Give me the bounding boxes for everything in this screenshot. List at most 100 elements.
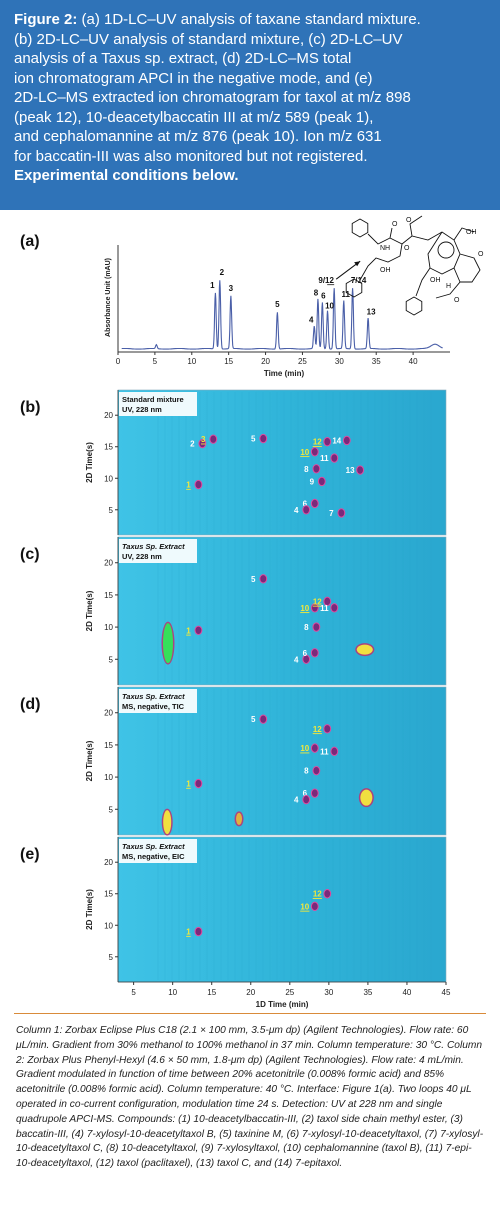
caption-line-4: ion chromatogram APCI in the negative mo…	[14, 69, 373, 87]
x-tick-label-a: 35	[372, 357, 381, 366]
y-tick-label: 10	[104, 773, 113, 782]
benzene-ring	[351, 218, 369, 238]
figure-label: Figure 2:	[14, 11, 78, 28]
x-tick-label-a: 10	[187, 357, 196, 366]
panel-label: (b)	[20, 399, 40, 416]
spot-label: 1	[186, 780, 191, 789]
y-tick-label: 15	[104, 443, 113, 452]
y-axis-label: 2D Time(s)	[85, 740, 94, 781]
spot-label: 2	[190, 440, 195, 449]
spot-marker	[310, 788, 319, 798]
spot-label: 11	[320, 747, 329, 756]
peak-label-a: 10	[325, 302, 334, 311]
caption-line-7: and cephalomannine at m/z 876 (peak 10).…	[14, 128, 382, 145]
structure-atom-label: O	[404, 245, 410, 252]
y-tick-label: 5	[109, 805, 114, 814]
x-tick-label: 10	[168, 988, 177, 997]
panel-label: (e)	[20, 846, 40, 863]
inset-title-line-1: Taxus Sp. Extract	[122, 842, 185, 851]
spot-marker	[302, 505, 311, 515]
heatmap-hotspot-core	[162, 623, 173, 664]
x-tick-label-a: 15	[224, 357, 233, 366]
peak-label-a: 3	[229, 284, 234, 293]
structure-arrow-head	[354, 261, 361, 267]
spot-label: 12	[313, 438, 322, 447]
ring-core	[437, 241, 455, 259]
spot-label: 8	[304, 623, 309, 632]
x-tick-label: 15	[207, 988, 216, 997]
peak-label-a: 5	[275, 300, 280, 309]
y-tick-label: 20	[104, 709, 113, 718]
y-tick-label: 5	[109, 655, 114, 664]
peak-label-a: 7/14	[351, 276, 367, 285]
caption-line-6: (peak 12), 10-deacetylbaccatin III at m/…	[14, 108, 374, 126]
y-tick-label: 15	[104, 741, 113, 750]
structure-atom-label: NH	[380, 245, 390, 252]
spot-marker	[330, 453, 339, 463]
structure-atom-label: OH	[380, 267, 391, 274]
spot-label: 12	[313, 890, 322, 899]
y-tick-label: 10	[104, 623, 113, 632]
y-tick-label: 15	[104, 591, 113, 600]
spot-marker	[312, 622, 321, 632]
spot-marker	[259, 433, 268, 444]
spot-marker	[259, 574, 268, 584]
spot-marker	[194, 778, 203, 789]
inset-title-line-2: UV, 228 nm	[122, 552, 162, 561]
structure-atom-label: OH	[430, 277, 441, 284]
spot-label: 1	[186, 626, 191, 635]
x-tick-label: 20	[246, 988, 255, 997]
spot-marker	[317, 476, 326, 487]
x-tick-label-a: 5	[153, 357, 158, 366]
spot-label: 3	[201, 435, 206, 444]
peak-label-a: 6	[321, 292, 326, 301]
y-tick-label: 10	[104, 921, 113, 930]
spot-label: 8	[304, 465, 309, 474]
peak-label-a: 4	[309, 316, 314, 325]
spot-label: 5	[251, 435, 256, 444]
structure-atom-label: O	[392, 221, 398, 228]
spot-label: 10	[300, 604, 309, 613]
caption-line-5: 2D-LC–MS extracted ion chromatogram for …	[14, 89, 411, 106]
x-tick-label-a: 25	[298, 357, 307, 366]
heatmap-hotspot-core	[356, 644, 373, 655]
x-tick-label-a: 40	[409, 357, 418, 366]
spot-label: 7	[329, 509, 334, 518]
spot-label: 11	[320, 604, 329, 613]
inset-title-line-2: MS, negative, TIC	[122, 702, 185, 711]
x-tick-label: 5	[131, 988, 136, 997]
spot-marker	[330, 746, 339, 757]
spot-marker	[310, 447, 319, 457]
spot-label: 6	[303, 649, 308, 658]
structure-atom-label: O	[406, 217, 412, 224]
y-tick-label: 20	[104, 411, 113, 420]
spot-label: 14	[332, 436, 341, 445]
peak-label-a: 1	[210, 281, 215, 290]
y-axis-label: 2D Time(s)	[85, 889, 94, 930]
spot-label: 4	[294, 655, 299, 664]
y-tick-label: 5	[109, 953, 114, 962]
spot-label: 10	[300, 448, 309, 457]
spot-marker	[312, 765, 321, 776]
spot-label: 6	[303, 499, 308, 508]
spot-marker	[312, 464, 321, 474]
spot-marker	[323, 889, 332, 899]
y-tick-label: 5	[109, 506, 114, 515]
inset-title-line-1: Taxus Sp. Extract	[122, 692, 185, 701]
heatmap-hotspot-core	[236, 812, 243, 825]
spot-label: 10	[300, 744, 309, 753]
spot-label: 12	[313, 725, 322, 734]
x-tick-label: 45	[442, 988, 451, 997]
spot-marker	[209, 434, 218, 444]
benzene-ring	[405, 296, 423, 316]
y-axis-label: 2D Time(s)	[85, 442, 94, 483]
y-tick-label: 20	[104, 559, 113, 568]
spot-marker	[323, 436, 332, 447]
inset-title-line-1: Standard mixture	[122, 395, 184, 404]
panel-label-a: (a)	[20, 233, 40, 250]
chromatogram-trace-a	[121, 280, 443, 350]
y-axis-label: 2D Time(s)	[85, 590, 94, 631]
conditions-divider	[14, 1013, 486, 1014]
